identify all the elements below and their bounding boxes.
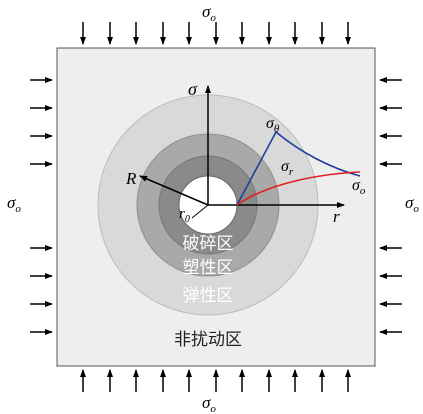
sigma-r-curve [236,171,361,206]
fracture-zone-label: 破碎区 [183,234,234,254]
top-load-arrows [80,22,351,45]
left-load-arrows [30,77,53,335]
elastic-zone-label: 弹性区 [183,286,234,306]
sigma-o-top-label: σo [202,2,216,24]
sigma-o-curve-end-label: σo [352,177,366,197]
r-axis-label: r [333,207,340,226]
sigma-o-left-label: σo [7,193,21,215]
sigma-r-label: σr [281,158,294,178]
radius-r0-line [191,204,209,219]
radius-R-line [139,175,209,206]
bottom-load-arrows [80,369,351,392]
undisturbed-zone-label: 非扰动区 [174,330,242,350]
sigma-o-right-label: σo [405,193,419,215]
plastic-zone-label: 塑性区 [183,258,234,278]
r0-label: r0 [179,206,190,225]
right-load-arrows [379,77,402,335]
sigma-theta-label: σθ [266,115,280,135]
sigma-o-bottom-label: σo [202,393,216,414]
sigma-axis-label: σ [188,79,198,99]
R-label: R [125,169,137,188]
